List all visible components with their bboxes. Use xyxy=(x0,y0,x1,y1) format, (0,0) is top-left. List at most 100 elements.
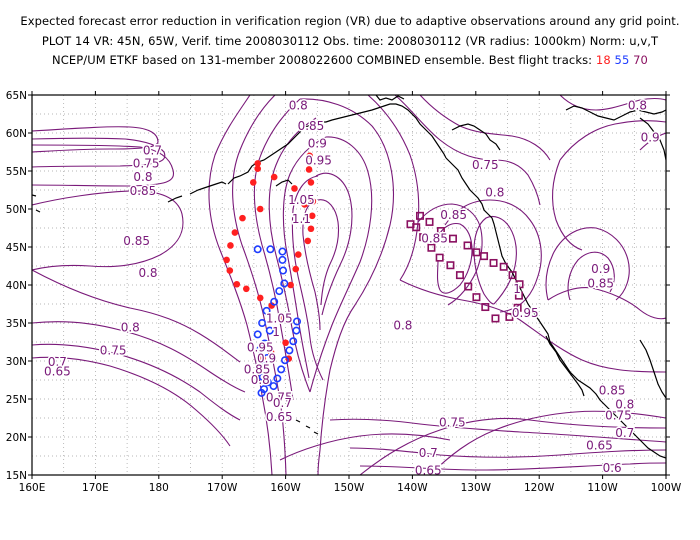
track-55-point xyxy=(258,372,267,381)
track-18-point xyxy=(233,280,241,288)
track-70-point xyxy=(412,223,421,232)
coastline-hudson xyxy=(639,117,666,161)
contour-label: 1 xyxy=(272,325,280,339)
track-18-point xyxy=(254,165,262,173)
contour-label: 0.8 xyxy=(289,99,308,113)
track-18-point xyxy=(268,302,275,309)
contour-label: 0.85 xyxy=(130,184,157,198)
track-18-point xyxy=(308,212,316,220)
contour-line xyxy=(349,447,666,458)
track-70-point xyxy=(508,271,517,280)
track-18-point xyxy=(231,229,239,236)
x-tick-label: 160W xyxy=(270,482,301,494)
y-tick-label: 60N xyxy=(6,128,27,140)
contour-label: 0.9 xyxy=(641,131,660,145)
contour-label: 0.75 xyxy=(472,158,499,172)
y-tick-label: 20N xyxy=(6,432,27,444)
contour-label: 1.1 xyxy=(292,212,311,226)
contour-label: 0.95 xyxy=(512,306,539,320)
contour-label: 1.05 xyxy=(266,311,293,325)
track-55-point xyxy=(292,326,301,335)
track-55-point xyxy=(278,247,287,256)
track-18-point xyxy=(254,160,262,167)
coastline xyxy=(32,95,666,459)
contour-line xyxy=(359,462,666,471)
contour-line xyxy=(32,321,246,393)
contour-label: 0.8 xyxy=(251,373,270,387)
contour-label: 0.85 xyxy=(440,208,467,222)
track-18-point xyxy=(282,339,289,347)
contour-line xyxy=(473,215,517,305)
contour-label: 0.75 xyxy=(439,416,466,430)
contour-label: 0.75 xyxy=(100,343,127,357)
track-55-point xyxy=(263,378,272,387)
contour-label: 0.8 xyxy=(133,170,152,184)
track-55-point xyxy=(289,337,298,346)
x-tick-label: 180 xyxy=(149,482,169,494)
track-55-point xyxy=(270,297,279,306)
track-18-point xyxy=(256,205,264,213)
contour-label: 0.75 xyxy=(133,156,160,170)
track-70-point xyxy=(514,291,523,300)
track-70-point xyxy=(427,243,436,252)
contour-label: 0.7 xyxy=(419,446,438,460)
contour-line xyxy=(279,433,451,461)
contour-line xyxy=(291,175,324,381)
y-tick-label: 25N xyxy=(6,394,27,406)
title-line-3-prefix: NCEP/UM ETKF based on 131-member 2008022… xyxy=(52,53,596,67)
contour-line xyxy=(367,95,420,281)
contour-line xyxy=(419,95,551,161)
contour-line xyxy=(436,222,473,294)
coastline-north xyxy=(375,95,405,101)
y-tick-label: 30N xyxy=(6,356,27,368)
contour-line xyxy=(329,418,666,443)
contour-label: 0.8 xyxy=(485,185,504,199)
track-70-point xyxy=(436,227,445,236)
y-tick-label: 65N xyxy=(6,90,27,102)
contour-label: 0.7 xyxy=(143,143,162,157)
x-tick-label: 110W xyxy=(587,482,618,494)
track-55-point xyxy=(293,317,302,326)
track-18-point xyxy=(305,166,313,173)
track-18-point xyxy=(307,179,315,186)
contour-line xyxy=(639,132,666,151)
track-55-point xyxy=(253,245,262,254)
track-70-point xyxy=(499,262,508,271)
contour-line xyxy=(32,343,241,421)
track-18-point xyxy=(307,225,315,233)
track-18-point xyxy=(227,242,234,249)
track-55-point xyxy=(285,346,294,355)
contour-label: 0.7 xyxy=(615,426,634,440)
track-70-point xyxy=(463,241,472,250)
track-70-point xyxy=(491,314,500,323)
contour-line xyxy=(315,172,353,316)
track-18-point xyxy=(304,237,312,245)
contour-line xyxy=(551,159,583,251)
track-18-point xyxy=(223,256,230,264)
track-18-point xyxy=(277,313,285,321)
title-line-1: Expected forecast error reduction in ver… xyxy=(20,14,680,28)
contour-line xyxy=(208,95,273,475)
track-55-point xyxy=(265,326,274,335)
coastline-pacific-nw xyxy=(445,157,666,459)
track-18-point xyxy=(306,152,313,160)
contour-label: 0.8 xyxy=(138,266,157,280)
track-55-point xyxy=(256,345,265,354)
contour-label: 0.75 xyxy=(605,409,632,423)
contour-label: 0.65 xyxy=(586,438,613,452)
contour-label: 1.05 xyxy=(288,193,315,207)
contour-label: 0.65 xyxy=(266,410,293,424)
contour-line xyxy=(232,95,287,475)
contour-line xyxy=(545,227,630,301)
contour-label: 0.8 xyxy=(628,99,647,113)
coastline-kodiak xyxy=(275,179,293,187)
contour-label: 0.8 xyxy=(121,321,140,335)
contour-label: 0.75 xyxy=(266,390,293,404)
track-label-18: 18 xyxy=(595,53,611,67)
track-70-point xyxy=(425,217,434,226)
x-tick-label: 100W xyxy=(651,482,682,494)
contour-label: 1 xyxy=(513,282,521,296)
contour-line xyxy=(394,95,541,206)
contour-line xyxy=(444,199,542,313)
